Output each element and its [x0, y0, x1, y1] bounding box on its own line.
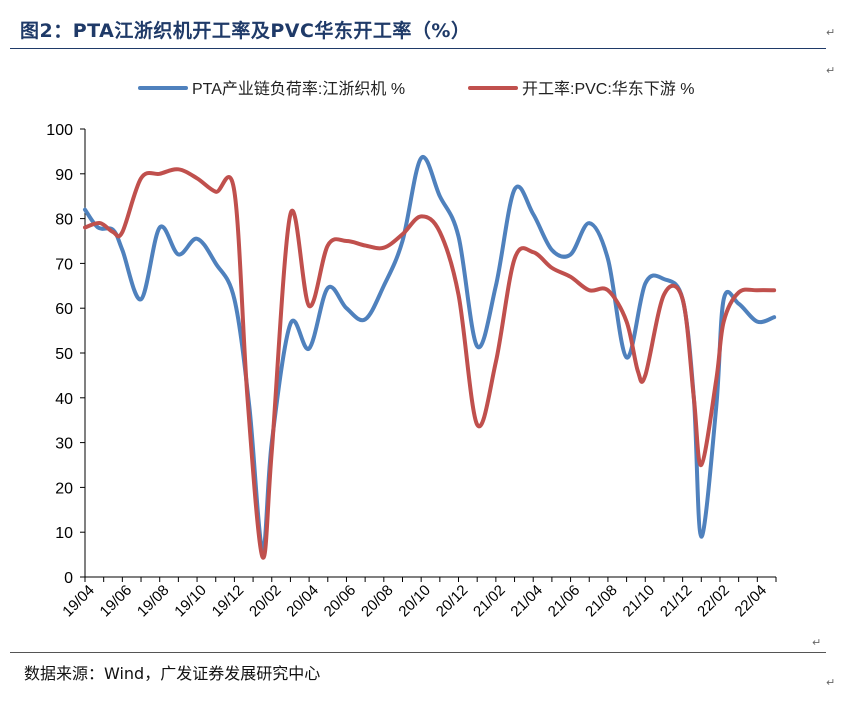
- y-tick-label: 20: [55, 480, 73, 497]
- figure-title: 图2：PTA江浙织机开工率及PVC华东开工率（%）: [20, 20, 471, 42]
- y-tick-label: 60: [55, 301, 73, 318]
- x-tick-label: 20/04: [283, 582, 322, 621]
- line-chart: PTA产业链负荷率:江浙织机 % 开工率:PVC:华东下游 % 0 10 20 30 40…: [46, 80, 777, 621]
- x-tick-label: 21/12: [657, 582, 696, 621]
- para-mark-2: ↵: [826, 64, 836, 77]
- x-tick-label: 22/02: [694, 582, 733, 621]
- x-tick-label: 20/12: [433, 582, 472, 621]
- series-line-2: [83, 167, 777, 560]
- y-tick-label: 100: [46, 122, 73, 139]
- para-mark-4: ↵: [826, 676, 836, 689]
- x-tick-label: 19/10: [171, 582, 210, 621]
- source-divider: [10, 652, 826, 653]
- y-tick-label: 0: [64, 570, 73, 587]
- y-tick-label: 80: [55, 212, 73, 229]
- x-tick-label: 21/08: [582, 582, 621, 621]
- x-tick-label: 20/06: [321, 582, 360, 621]
- x-tick-label: 21/02: [470, 582, 509, 621]
- para-mark-3: ↵: [812, 636, 822, 649]
- series-line-1: [83, 155, 777, 553]
- x-tick-label: 19/12: [209, 582, 248, 621]
- x-tick-label: 19/04: [59, 582, 98, 621]
- y-tick-label: 90: [55, 167, 73, 184]
- x-tick-label: 22/04: [732, 582, 771, 621]
- legend-label-2: 开工率:PVC:华东下游 %: [522, 80, 694, 98]
- x-tick-label: 19/08: [134, 582, 173, 621]
- x-tick-label: 20/08: [358, 582, 397, 621]
- figure-header: 图2：PTA江浙织机开工率及PVC华东开工率（%）: [10, 14, 826, 49]
- x-tick-label: 20/10: [395, 582, 434, 621]
- y-tick-label: 10: [55, 525, 73, 542]
- x-tick-label: 20/02: [246, 582, 285, 621]
- chart-series: [83, 155, 777, 560]
- x-tick-label: 21/04: [507, 582, 546, 621]
- x-tick-label: 21/06: [545, 582, 584, 621]
- x-tick-label: 19/06: [97, 582, 136, 621]
- legend-label-1: PTA产业链负荷率:江浙织机 %: [192, 80, 405, 98]
- y-tick-label: 30: [55, 436, 73, 453]
- y-tick-label: 50: [55, 346, 73, 363]
- figure-source: 数据来源：Wind，广发证券发展研究中心: [24, 664, 321, 683]
- chart-legend: PTA产业链负荷率:江浙织机 % 开工率:PVC:华东下游 %: [138, 80, 694, 98]
- para-mark-1: ↵: [826, 26, 836, 39]
- y-tick-label: 70: [55, 256, 73, 273]
- y-tick-label: 40: [55, 391, 73, 408]
- x-tick-label: 21/10: [620, 582, 659, 621]
